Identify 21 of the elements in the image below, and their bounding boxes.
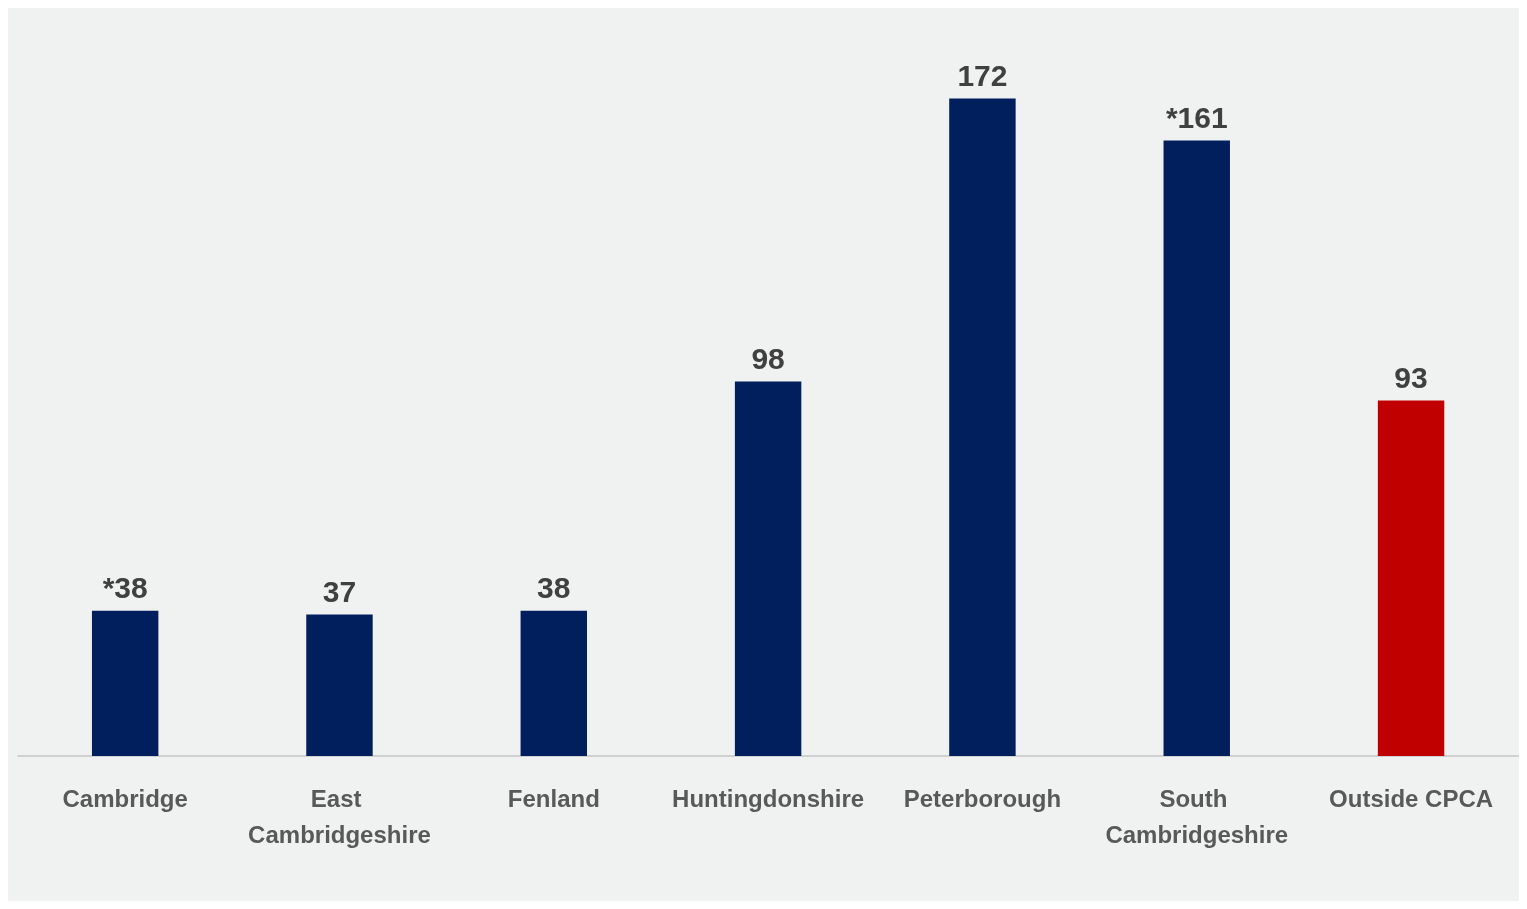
- data-label: *38: [102, 571, 148, 605]
- x-tick-label: Cambridge: [62, 784, 188, 812]
- bar: [520, 610, 588, 756]
- data-label: 38: [537, 571, 571, 605]
- bar: [91, 610, 159, 756]
- bar: [306, 614, 373, 756]
- x-tick-label: Fenland: [507, 784, 600, 812]
- x-tick-label: Peterborough: [903, 784, 1062, 812]
- data-label: 172: [957, 59, 1008, 93]
- data-label: 93: [1394, 361, 1428, 395]
- bar: [949, 98, 1016, 756]
- x-tick-label: Outside CPCA: [1329, 784, 1494, 812]
- x-tick-label: South Cambridgeshire: [1105, 784, 1289, 848]
- bar: [734, 381, 802, 756]
- bar: [1377, 400, 1445, 756]
- data-label: 98: [751, 341, 785, 375]
- data-label: *161: [1165, 101, 1228, 135]
- data-label: 37: [322, 575, 357, 609]
- bar: [1163, 140, 1230, 756]
- x-tick-label: Huntingdonshire: [672, 784, 865, 812]
- x-tick-label: East Cambridgeshire: [248, 784, 431, 848]
